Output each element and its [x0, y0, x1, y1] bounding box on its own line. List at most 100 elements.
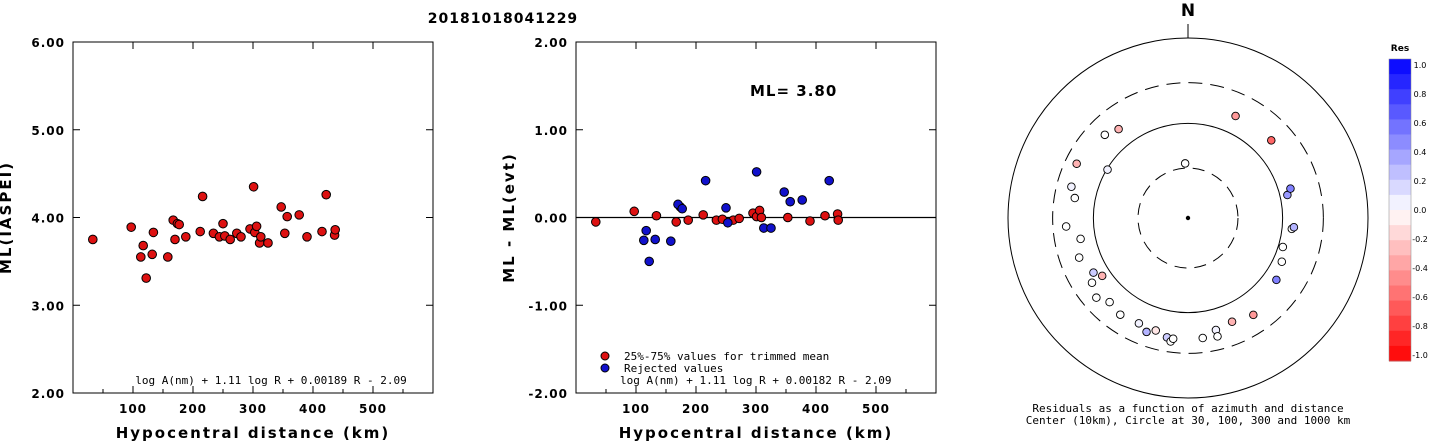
- rejected-point: [751, 167, 762, 177]
- x-tick-label: 500: [359, 402, 387, 416]
- rejected-point: [639, 235, 649, 246]
- y-tick-label: 0.00: [534, 212, 568, 226]
- map-caption-line2: Center (10km), Circle at 30, 100, 300 an…: [1026, 414, 1351, 427]
- x-tick-label: 400: [802, 402, 830, 416]
- y-axis-label: ML(IASPEI): [0, 161, 15, 274]
- station-marker: [1249, 310, 1258, 320]
- colorbar-segment: [1389, 164, 1411, 181]
- colorbar-tick-label: 0.8: [1414, 90, 1427, 99]
- colorbar-segment: [1389, 89, 1411, 105]
- rejected-point: [644, 256, 655, 267]
- data-point: [282, 211, 293, 222]
- rejected-point: [700, 175, 711, 186]
- data-point: [136, 252, 146, 262]
- data-point: [251, 221, 262, 232]
- colorbar-tick-label: -0.6: [1412, 293, 1428, 302]
- y-tick-label: 2.00: [534, 36, 568, 50]
- plot-frame: [72, 41, 434, 394]
- rejected-point: [721, 203, 731, 213]
- x-tick-label: 200: [682, 402, 710, 416]
- legend-label-rejected: Rejected values: [624, 362, 723, 375]
- colorbar-segment: [1389, 74, 1411, 90]
- colorbar-segment: [1389, 315, 1411, 332]
- station-marker: [1103, 165, 1112, 174]
- colorbar-segment: [1389, 255, 1411, 271]
- colorbar-tick-label: 1.0: [1414, 61, 1427, 70]
- data-point: [126, 222, 136, 232]
- data-point: [163, 252, 173, 262]
- data-point: [236, 232, 246, 242]
- data-point: [256, 232, 266, 242]
- data-point: [276, 202, 287, 212]
- x-tick-label: 400: [299, 402, 327, 416]
- rejected-point: [677, 203, 688, 214]
- station-marker: [1286, 184, 1295, 193]
- station-marker: [1105, 297, 1114, 307]
- y-tick-label: 5.00: [31, 124, 65, 138]
- rejected-point: [650, 234, 661, 245]
- colorbar-segment: [1389, 345, 1411, 362]
- rejected-point: [766, 223, 776, 233]
- data-point: [197, 191, 208, 202]
- colorbar-segment: [1389, 210, 1411, 226]
- colorbar-segment: [1389, 104, 1411, 120]
- x-tick-label: 300: [239, 402, 267, 416]
- data-point: [138, 240, 148, 251]
- colorbar-segment: [1389, 270, 1411, 286]
- x-tick-label: 200: [179, 402, 207, 416]
- colorbar-frame: [1388, 58, 1412, 362]
- colorbar-segment: [1389, 225, 1411, 241]
- colorbar-segment: [1389, 149, 1411, 166]
- station-marker: [1074, 253, 1084, 262]
- y-tick-label: -2.00: [528, 387, 568, 401]
- colorbar-segment: [1389, 240, 1411, 256]
- station-marker: [1151, 326, 1160, 335]
- y-tick-label: 2.00: [31, 387, 65, 401]
- data-point: [263, 238, 273, 248]
- rejected-point: [641, 225, 652, 236]
- data-point: [294, 210, 305, 220]
- station-marker: [1231, 111, 1240, 121]
- rejected-point: [797, 195, 808, 205]
- colorbar-segment: [1389, 330, 1411, 347]
- colorbar-title: Res: [1391, 44, 1409, 54]
- station-marker: [1213, 332, 1222, 341]
- formula-label: log A(nm) + 1.11 log R + 0.00189 R - 2.0…: [135, 374, 407, 387]
- station-marker: [1070, 193, 1080, 203]
- station-marker: [1142, 327, 1151, 337]
- y-tick-label: -1.00: [528, 299, 568, 313]
- accepted-point: [651, 210, 662, 221]
- rejected-point: [785, 196, 796, 207]
- y-tick-label: 3.00: [31, 299, 65, 313]
- colorbar-tick-label: -1.0: [1412, 351, 1428, 360]
- colorbar-segment: [1389, 285, 1411, 302]
- colorbar-tick-label: 0.0: [1414, 206, 1427, 215]
- station-marker: [1097, 271, 1107, 281]
- colorbar-segment: [1389, 300, 1411, 317]
- colorbar-segment: [1389, 194, 1411, 211]
- rejected-point: [666, 236, 676, 246]
- center-point: [1185, 215, 1191, 221]
- accepted-point: [591, 217, 601, 227]
- colorbar-tick-label: 0.6: [1414, 119, 1427, 128]
- data-point: [330, 224, 341, 235]
- data-point: [147, 249, 157, 260]
- data-point: [225, 234, 235, 245]
- colorbar-segment: [1389, 59, 1411, 75]
- accepted-point: [629, 206, 640, 217]
- x-tick-label: 500: [862, 402, 890, 416]
- colorbar-tick-label: -0.8: [1412, 322, 1428, 331]
- accepted-point: [833, 215, 844, 225]
- accepted-point: [756, 212, 767, 223]
- colorbar-segment: [1389, 134, 1411, 151]
- accepted-point: [671, 217, 682, 227]
- north-label: N: [1181, 1, 1195, 21]
- station-marker: [1087, 278, 1097, 288]
- accepted-point: [783, 212, 793, 223]
- data-point: [148, 227, 159, 238]
- azimuth-residual-map: N Residuals as a function of azimuth and …: [1007, 1, 1369, 427]
- colorbar-segment: [1389, 179, 1411, 196]
- rejected-point: [779, 187, 790, 197]
- station-marker: [1277, 257, 1287, 266]
- ml-annotation: ML= 3.80: [750, 82, 837, 100]
